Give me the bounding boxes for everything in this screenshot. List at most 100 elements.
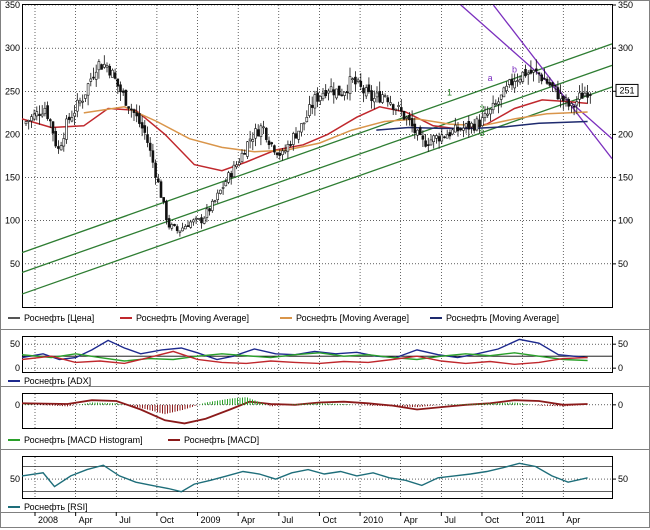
candle-body: [572, 105, 576, 108]
candle-body: [421, 135, 425, 140]
candle-body: [345, 91, 349, 94]
candle-body: [548, 82, 552, 86]
candle-body: [397, 105, 400, 107]
macd-line: [21, 399, 588, 425]
candle-body: [173, 223, 176, 226]
y-tick-label-right: 50: [618, 474, 628, 484]
candle-body: [105, 65, 109, 68]
candle-body: [205, 208, 209, 218]
candle-body: [505, 85, 508, 91]
candle-body: [464, 123, 468, 128]
candle-body: [254, 128, 257, 139]
y-tick-label-left: 150: [5, 173, 20, 183]
candle-body: [48, 119, 52, 122]
candle-body: [154, 162, 157, 178]
candle-body: [418, 127, 422, 136]
x-tick-label: Apr: [566, 515, 580, 525]
y-tick-label-right: 0: [618, 400, 623, 410]
candle-body: [200, 217, 203, 224]
candle-body: [529, 69, 533, 74]
y-tick-label-left: 50: [10, 339, 20, 349]
candle-body: [94, 71, 98, 80]
y-tick-label-left: 350: [5, 0, 20, 10]
adx-series-line: [21, 352, 588, 362]
candle-body: [208, 208, 211, 212]
candle-body: [192, 219, 195, 223]
candle-body: [337, 85, 341, 96]
candle-body: [480, 117, 484, 126]
candle-body: [43, 107, 47, 115]
candle-body: [219, 189, 222, 194]
candle-body: [32, 113, 36, 120]
candle-body: [46, 105, 49, 119]
candle-body: [124, 89, 128, 106]
candle-body: [540, 74, 544, 82]
candle-body: [216, 192, 219, 200]
candle-body: [551, 82, 554, 86]
legend-label: Роснефть [Moving Average]: [296, 313, 409, 323]
last-price-label: 251: [619, 85, 634, 95]
candle-body: [329, 86, 333, 92]
candle-body: [259, 125, 263, 138]
candle-body: [262, 126, 265, 129]
legend-label: Роснефть [RSI]: [24, 502, 88, 512]
candle-body: [416, 129, 419, 136]
candle-body: [170, 224, 174, 229]
candle-body: [111, 69, 114, 78]
candle-body: [502, 87, 506, 98]
x-tick-label: Oct: [160, 515, 175, 525]
candle-body: [437, 136, 441, 142]
candle-body: [86, 83, 90, 96]
candle-body: [286, 144, 290, 152]
candle-body: [467, 121, 471, 130]
candle-body: [510, 78, 514, 86]
x-tick-label: Apr: [79, 515, 93, 525]
candle-body: [165, 200, 168, 221]
candle-body: [483, 113, 487, 118]
candle-body: [405, 117, 409, 119]
candle-body: [534, 68, 538, 72]
candle-body: [472, 123, 476, 131]
candle-body: [513, 81, 517, 89]
candle-body: [459, 128, 463, 131]
candle-body: [381, 94, 384, 103]
y-tick-label-right: 350: [618, 0, 633, 10]
candle-body: [318, 96, 322, 101]
candle-body: [116, 78, 120, 87]
candle-body: [367, 84, 371, 93]
adx-series-line: [21, 350, 588, 366]
candle-body: [356, 79, 360, 82]
candle-body: [289, 144, 292, 146]
candle-body: [478, 119, 481, 128]
price-panel-frame: [22, 4, 613, 308]
candle-body: [238, 162, 241, 166]
candle-body: [443, 136, 446, 139]
candle-body: [73, 112, 76, 117]
x-tick-label: Jul: [444, 515, 456, 525]
x-tick-label: Oct: [322, 515, 337, 525]
candle-body: [470, 122, 473, 128]
candle-body: [429, 139, 433, 146]
candle-body: [583, 92, 587, 97]
candle-body: [70, 117, 74, 122]
candle-body: [524, 68, 527, 77]
candle-body: [321, 92, 325, 100]
trend-line: [21, 64, 613, 274]
candle-body: [386, 97, 390, 103]
candle-body: [370, 90, 373, 102]
rsi-panel-frame: [22, 456, 613, 499]
y-tick-label-left: 300: [5, 43, 20, 53]
candle-body: [543, 78, 546, 80]
candle-body: [545, 78, 549, 84]
legend-label: Роснефть [MACD]: [184, 435, 259, 445]
candle-body: [157, 178, 160, 183]
candle-body: [364, 87, 368, 97]
candle-body: [575, 101, 579, 106]
candle-body: [167, 218, 171, 228]
candle-body: [135, 112, 138, 117]
candle-body: [283, 150, 287, 153]
y-tick-label-left: 0: [15, 400, 20, 410]
candle-body: [30, 116, 33, 122]
candle-body: [38, 113, 41, 116]
